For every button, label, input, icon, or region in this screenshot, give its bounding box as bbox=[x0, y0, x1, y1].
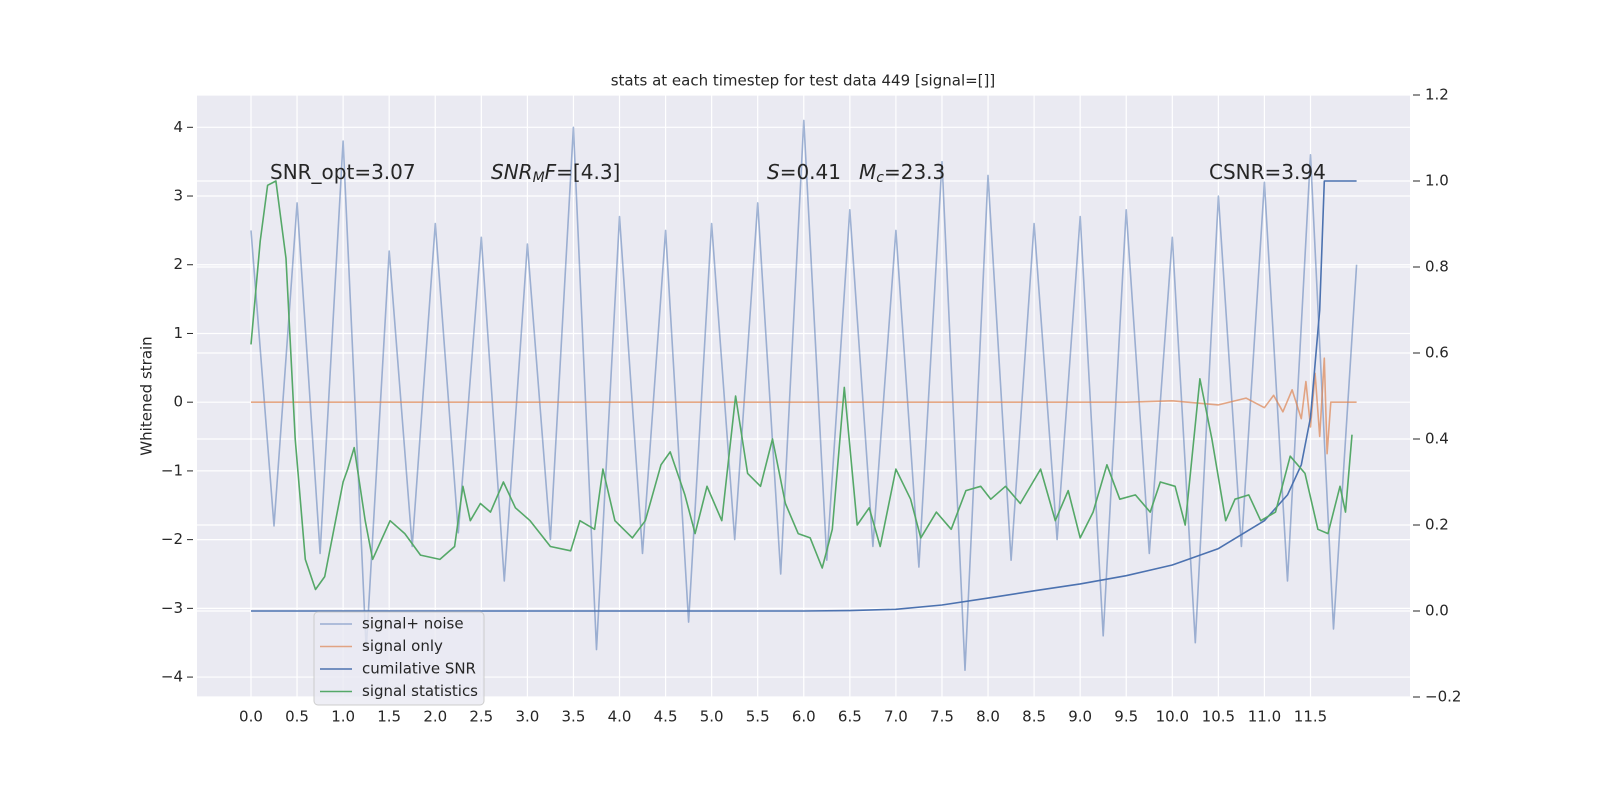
y2-tick-label: 0.0 bbox=[1425, 602, 1449, 620]
x-tick-label: 7.5 bbox=[930, 708, 954, 726]
y2-tick-label: −0.2 bbox=[1425, 688, 1461, 706]
annotation-part: S bbox=[767, 160, 780, 184]
legend-box bbox=[313, 611, 485, 706]
y2-tick-label: 0.4 bbox=[1425, 430, 1449, 448]
x-tick-label: 4.5 bbox=[654, 708, 678, 726]
x-tick-label: 0.5 bbox=[285, 708, 309, 726]
x-tick-label: 5.5 bbox=[746, 708, 770, 726]
annotation: SNR_opt=3.07 bbox=[270, 160, 416, 184]
y-tick-label: 0 bbox=[173, 393, 183, 411]
x-tick-label: 6.0 bbox=[792, 708, 816, 726]
annotation-part: =0.41 bbox=[780, 160, 841, 184]
y-tick-label: −1 bbox=[161, 461, 183, 479]
annotation: CSNR=3.94 bbox=[1209, 160, 1326, 184]
legend-label: signal statistics bbox=[362, 682, 478, 700]
x-tick-label: 5.0 bbox=[700, 708, 724, 726]
x-tick-label: 6.5 bbox=[838, 708, 862, 726]
y-tick-label: 4 bbox=[173, 118, 183, 136]
y-axis-label: Whitened strain bbox=[138, 336, 156, 455]
x-tick-label: 8.0 bbox=[976, 708, 1000, 726]
annotation-part: SNR_opt=3.07 bbox=[270, 160, 416, 184]
legend-label: signal+ noise bbox=[362, 615, 464, 633]
series-line bbox=[250, 180, 1353, 591]
x-tick-label: 10.0 bbox=[1156, 708, 1189, 726]
x-tick-label: 1.0 bbox=[331, 708, 355, 726]
legend-label: cumilative SNR bbox=[362, 660, 476, 678]
series-line bbox=[250, 119, 1358, 671]
x-tick-label: 9.5 bbox=[1114, 708, 1138, 726]
x-tick-label: 11.0 bbox=[1248, 708, 1281, 726]
annotation: S=0.41 bbox=[767, 160, 841, 184]
x-tick-label: 3.5 bbox=[562, 708, 586, 726]
x-tick-label: 11.5 bbox=[1294, 708, 1327, 726]
y2-tick-label: 1.0 bbox=[1425, 172, 1449, 190]
annotation-part: F bbox=[545, 160, 557, 184]
x-tick-label: 0.0 bbox=[239, 708, 263, 726]
y-tick-label: 1 bbox=[173, 324, 183, 342]
chart-title: stats at each timestep for test data 449… bbox=[611, 72, 996, 90]
y2-tick-label: 0.2 bbox=[1425, 516, 1449, 534]
x-tick-label: 4.0 bbox=[608, 708, 632, 726]
annotation: SNRMF=[4.3] bbox=[491, 160, 620, 187]
annotation-part: SNR bbox=[491, 160, 533, 184]
y-tick-label: 2 bbox=[173, 255, 183, 273]
x-tick-label: 3.0 bbox=[515, 708, 539, 726]
y2-tick-label: 0.8 bbox=[1425, 258, 1449, 276]
legend-label: signal only bbox=[362, 637, 443, 655]
annotation-part: =[4.3] bbox=[556, 160, 620, 184]
y-tick-label: −2 bbox=[161, 530, 183, 548]
series-line bbox=[251, 180, 1357, 612]
y2-tick-label: 0.6 bbox=[1425, 344, 1449, 362]
x-tick-label: 2.0 bbox=[423, 708, 447, 726]
annotation-part: CSNR=3.94 bbox=[1209, 160, 1326, 184]
x-tick-label: 9.0 bbox=[1068, 708, 1092, 726]
series-line bbox=[251, 357, 1357, 455]
y-tick-label: −4 bbox=[161, 668, 183, 686]
x-tick-label: 7.0 bbox=[884, 708, 908, 726]
y-tick-label: −3 bbox=[161, 599, 183, 617]
annotation-part: M bbox=[533, 170, 545, 186]
x-tick-label: 1.5 bbox=[377, 708, 401, 726]
x-tick-label: 2.5 bbox=[469, 708, 493, 726]
annotation-part: c bbox=[876, 170, 884, 186]
x-tick-label: 8.5 bbox=[1022, 708, 1046, 726]
y-tick-label: 3 bbox=[173, 187, 183, 205]
annotation-part: M bbox=[859, 160, 876, 184]
annotation-part: =23.3 bbox=[884, 160, 945, 184]
x-tick-label: 10.5 bbox=[1202, 708, 1235, 726]
y2-tick-label: 1.2 bbox=[1425, 86, 1449, 104]
annotation: Mc=23.3 bbox=[859, 160, 945, 187]
